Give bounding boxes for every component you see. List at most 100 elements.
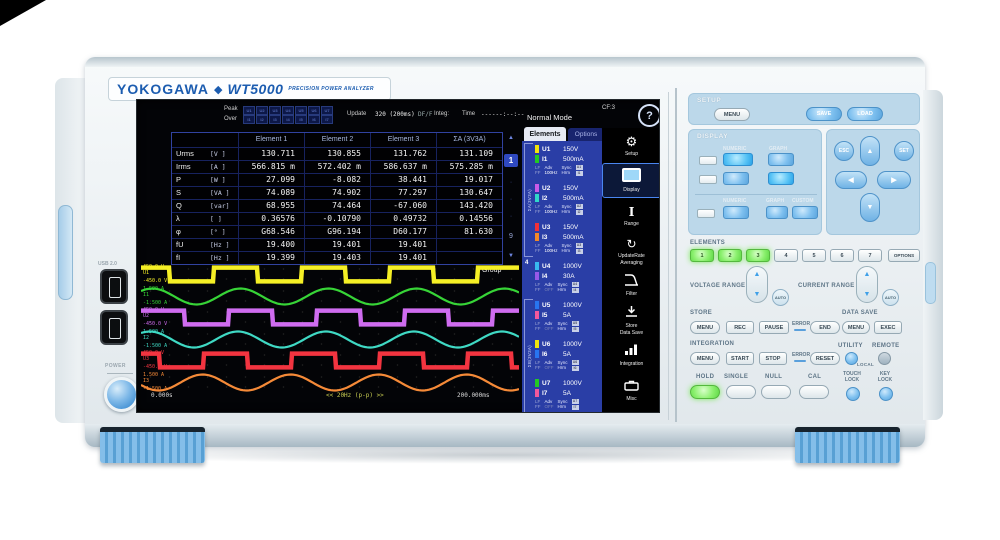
line-filter-flags: LF FF xyxy=(535,204,541,216)
menu-setup[interactable]: ⚙ Setup xyxy=(602,128,659,163)
current-channel-row: I2 500mA xyxy=(535,193,600,203)
peak-channel: U7 xyxy=(321,106,333,115)
graph-upper-button[interactable] xyxy=(768,153,794,166)
channel-name: U1 xyxy=(542,145,551,153)
range-down-icon[interactable]: ▼ xyxy=(863,291,871,298)
element-key-3[interactable]: 3 xyxy=(746,249,770,262)
elements-panel[interactable]: ΣA(3V3A) 4 ΣB(3V3A) U1 150V I1 500mA LF FF Adv… xyxy=(522,141,602,412)
arrow-up-button[interactable]: ▲ xyxy=(860,136,880,166)
menu-updaterate[interactable]: ↻ UpdateRate Averaging xyxy=(602,233,659,268)
graph-lower-button[interactable] xyxy=(768,172,794,185)
table-cell: 143.420 xyxy=(436,200,502,212)
esc-button[interactable]: ESC xyxy=(834,141,854,161)
menu-filter[interactable]: Filter xyxy=(602,268,659,303)
element-entry[interactable]: U5 1000V I5 5A LF FF Adv OFF Sync Hrm U5 I5 xyxy=(522,297,602,336)
element-key-6[interactable]: 6 xyxy=(830,249,854,262)
tab-elements[interactable]: Elements xyxy=(524,127,566,141)
menu-misc[interactable]: Misc xyxy=(602,373,659,408)
range-up-icon[interactable]: ▲ xyxy=(863,271,871,278)
element-key-2[interactable]: 2 xyxy=(718,249,742,262)
voltage-auto-button[interactable]: AUTO xyxy=(772,289,789,306)
touch-lock-button[interactable] xyxy=(846,387,860,401)
single-button[interactable] xyxy=(726,385,756,399)
null-label: NULL xyxy=(765,374,783,380)
utility-button[interactable] xyxy=(845,352,858,365)
remote-button[interactable] xyxy=(878,352,891,365)
voltage-channel-row: U7 1000V xyxy=(535,378,600,388)
options-button[interactable]: OPTIONS xyxy=(888,249,920,262)
page-selector[interactable]: ▲ 1 · · · 9 ▼ xyxy=(503,133,519,261)
menu-item-label: Range xyxy=(624,221,639,228)
ff-flag: FF xyxy=(535,248,541,254)
hrm-label: Hrm xyxy=(561,209,571,215)
current-auto-button[interactable]: AUTO xyxy=(882,289,899,306)
store-end-button[interactable]: END xyxy=(810,321,840,334)
last-page[interactable]: 9 xyxy=(509,232,513,240)
element-key-4[interactable]: 4 xyxy=(774,249,798,262)
arrow-down-button[interactable]: ▼ xyxy=(860,193,880,222)
save-button[interactable]: SAVE xyxy=(806,107,842,121)
store-rec-button[interactable]: REC xyxy=(726,321,754,334)
custom-button[interactable] xyxy=(792,206,818,219)
data-save-menu-button[interactable]: MENU xyxy=(842,321,870,334)
range-down-icon[interactable]: ▼ xyxy=(753,291,761,298)
foot-right xyxy=(795,427,900,463)
menu-store[interactable]: Store Data Save xyxy=(602,303,659,338)
numeric-label: NUMERIC xyxy=(723,146,747,152)
menu-integration[interactable]: Integration xyxy=(602,338,659,373)
numeric-full-button[interactable] xyxy=(723,206,749,219)
current-channel-row: I4 30A xyxy=(535,271,600,281)
current-page[interactable]: 1 xyxy=(504,154,518,168)
page-up-icon[interactable]: ▲ xyxy=(508,135,514,141)
side-handle[interactable] xyxy=(58,205,73,300)
lcd-screen: Peak Over U1 U2 U3 U4 U5 U6 U7 I1 I2 I3 I4 I5 I6 I7 … xyxy=(136,99,660,413)
help-button[interactable]: ? xyxy=(638,104,659,127)
key-lock-button[interactable] xyxy=(879,387,893,401)
tab-options[interactable]: Options xyxy=(568,128,604,141)
element-entry[interactable]: U4 1000V I4 30A LF FF Adv OFF Sync Hrm U4 I4 xyxy=(522,258,602,297)
sync-label: Sync xyxy=(557,399,568,404)
lf-flag: LF xyxy=(535,165,541,170)
element-key-1[interactable]: 1 xyxy=(690,249,714,262)
cal-label: CAL xyxy=(808,374,822,380)
graph-full-button[interactable] xyxy=(766,206,788,219)
current-range-rocker[interactable]: ▲ ▼ xyxy=(856,266,878,303)
load-button[interactable]: LOAD xyxy=(847,107,883,121)
arrow-right-button[interactable]: ▶ xyxy=(877,171,911,189)
power-button[interactable] xyxy=(104,377,139,412)
numeric-lower-button[interactable] xyxy=(723,172,749,185)
arrow-left-button[interactable]: ◀ xyxy=(835,171,867,189)
element-key-7[interactable]: 7 xyxy=(858,249,882,262)
hold-button[interactable] xyxy=(690,385,720,399)
peak-label: Peak xyxy=(224,106,238,112)
integ-start-button[interactable]: START xyxy=(726,352,754,365)
element-entry[interactable]: U1 150V I1 500mA LF FF Adv 100Hz Sync Hrm U1 I1 xyxy=(522,141,602,180)
element-entry[interactable]: U6 1000V I6 5A LF FF Adv OFF Sync Hrm U6 I6 xyxy=(522,336,602,375)
set-button[interactable]: SET xyxy=(894,141,914,161)
usb-port[interactable] xyxy=(100,310,128,345)
setup-menu-button[interactable]: MENU xyxy=(714,108,750,121)
graph-label: GRAPH xyxy=(769,146,788,152)
element-entry[interactable]: U7 1000V I7 5A LF FF Adv OFF Sync Hrm U7 I7 xyxy=(522,375,602,412)
store-menu-button[interactable]: MENU xyxy=(690,321,720,334)
element-entry[interactable]: U2 150V I2 500mA LF FF Adv 100Hz Sync Hrm U2 I2 xyxy=(522,180,602,219)
row-name: Urms xyxy=(176,149,194,158)
menu-range[interactable]: I Range xyxy=(602,198,659,233)
integ-reset-button[interactable]: RESET xyxy=(810,352,840,365)
element-entry[interactable]: U3 150V I3 500mA LF FF Adv 100Hz Sync Hrm U3 I3 xyxy=(522,219,602,258)
cal-button[interactable] xyxy=(799,385,829,399)
page-down-icon[interactable]: ▼ xyxy=(508,252,514,259)
menu-display[interactable]: Display xyxy=(602,163,659,198)
element-key-5[interactable]: 5 xyxy=(802,249,826,262)
data-save-exec-button[interactable]: EXEC xyxy=(874,321,902,334)
voltage-range-rocker[interactable]: ▲ ▼ xyxy=(746,266,768,303)
null-button[interactable] xyxy=(761,385,791,399)
integ-menu-button[interactable]: MENU xyxy=(690,352,720,365)
brand-logo: YOKOGAWA xyxy=(117,81,210,97)
usb-port[interactable] xyxy=(100,269,128,304)
numeric-upper-button[interactable] xyxy=(723,153,753,166)
range-up-icon[interactable]: ▲ xyxy=(753,271,761,278)
sync-source-u: U6 xyxy=(571,360,579,365)
integ-stop-button[interactable]: STOP xyxy=(759,352,787,365)
store-pause-button[interactable]: PAUSE xyxy=(759,321,789,334)
